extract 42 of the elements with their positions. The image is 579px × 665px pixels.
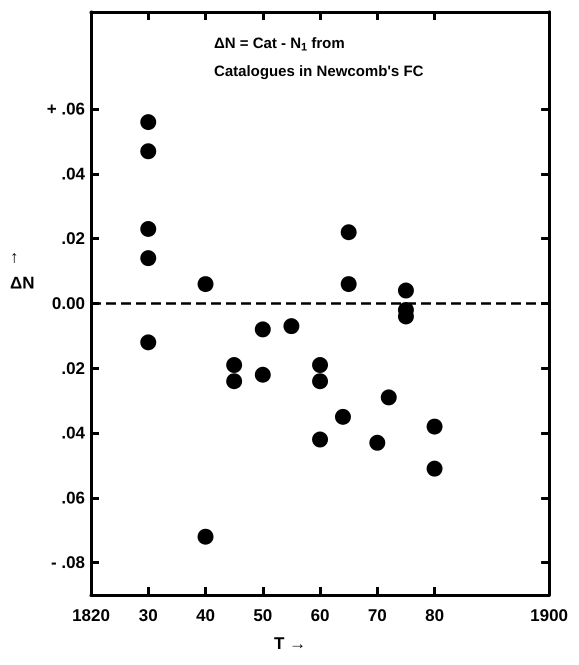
point (226, 357, 242, 374)
point (312, 432, 328, 448)
point (140, 334, 156, 350)
x-tick-label: 80 (425, 606, 444, 625)
x-tick-label: 1820 (72, 606, 110, 625)
y-tick-label: .04 (61, 424, 86, 443)
x-tick-label: 30 (138, 606, 158, 625)
point (140, 221, 156, 237)
point (254, 366, 271, 383)
point (334, 408, 351, 425)
x-axis-title: T → (274, 634, 306, 653)
point (426, 460, 443, 477)
point (312, 357, 328, 374)
point (140, 143, 156, 160)
y-tick-label: 0.00 (52, 294, 85, 313)
point (140, 114, 156, 130)
annotation: Catalogues in Newcomb's FC (214, 63, 424, 80)
y-tick-label: .06 (61, 488, 85, 508)
y-tick-label: .04 (61, 164, 86, 184)
point (398, 282, 414, 299)
point (340, 224, 357, 240)
x-tick-label: 70 (368, 606, 387, 625)
point (426, 418, 443, 435)
point (140, 250, 156, 266)
point (198, 276, 214, 292)
point (198, 528, 214, 545)
y-tick-label: .02 (61, 229, 85, 248)
point (226, 373, 242, 390)
x-tick-label: 40 (196, 606, 215, 625)
point (283, 318, 300, 334)
x-tick-label: 50 (253, 606, 272, 625)
point (254, 321, 271, 338)
point (380, 389, 397, 406)
point (312, 373, 328, 390)
point (369, 434, 386, 451)
y-tick-label: .02 (61, 358, 85, 378)
x-tick-label: 60 (310, 606, 330, 625)
y-tick-label: - .08 (50, 553, 85, 572)
y-axis-title: ↑ ΔN (10, 248, 34, 292)
y-tick-label: + .06 (46, 100, 85, 119)
x-tick-label: 1900 (530, 606, 568, 625)
point (340, 276, 357, 292)
